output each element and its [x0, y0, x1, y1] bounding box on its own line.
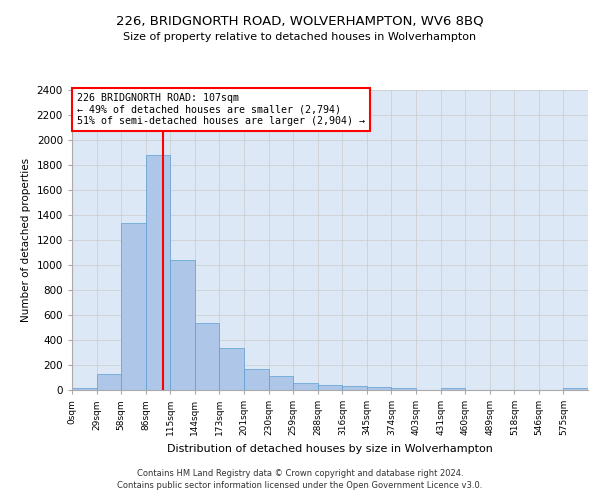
Bar: [170, 260, 195, 390]
Bar: [367, 387, 391, 390]
Bar: [195, 322, 220, 390]
Bar: [220, 348, 244, 390]
X-axis label: Distribution of detached houses by size in Wolverhampton: Distribution of detached houses by size …: [167, 444, 493, 454]
Bar: [440, 388, 465, 390]
Bar: [563, 388, 588, 390]
Text: Contains HM Land Registry data © Crown copyright and database right 2024.: Contains HM Land Registry data © Crown c…: [137, 468, 463, 477]
Y-axis label: Number of detached properties: Number of detached properties: [21, 158, 31, 322]
Bar: [342, 386, 367, 390]
Bar: [391, 388, 416, 390]
Bar: [72, 388, 97, 390]
Text: 226 BRIDGNORTH ROAD: 107sqm
← 49% of detached houses are smaller (2,794)
51% of : 226 BRIDGNORTH ROAD: 107sqm ← 49% of det…: [77, 93, 365, 126]
Bar: [244, 370, 269, 390]
Bar: [97, 374, 121, 390]
Bar: [146, 155, 170, 390]
Bar: [269, 376, 293, 390]
Bar: [293, 382, 318, 390]
Text: 226, BRIDGNORTH ROAD, WOLVERHAMPTON, WV6 8BQ: 226, BRIDGNORTH ROAD, WOLVERHAMPTON, WV6…: [116, 15, 484, 28]
Bar: [121, 222, 146, 390]
Text: Size of property relative to detached houses in Wolverhampton: Size of property relative to detached ho…: [124, 32, 476, 42]
Bar: [318, 385, 342, 390]
Text: Contains public sector information licensed under the Open Government Licence v3: Contains public sector information licen…: [118, 481, 482, 490]
